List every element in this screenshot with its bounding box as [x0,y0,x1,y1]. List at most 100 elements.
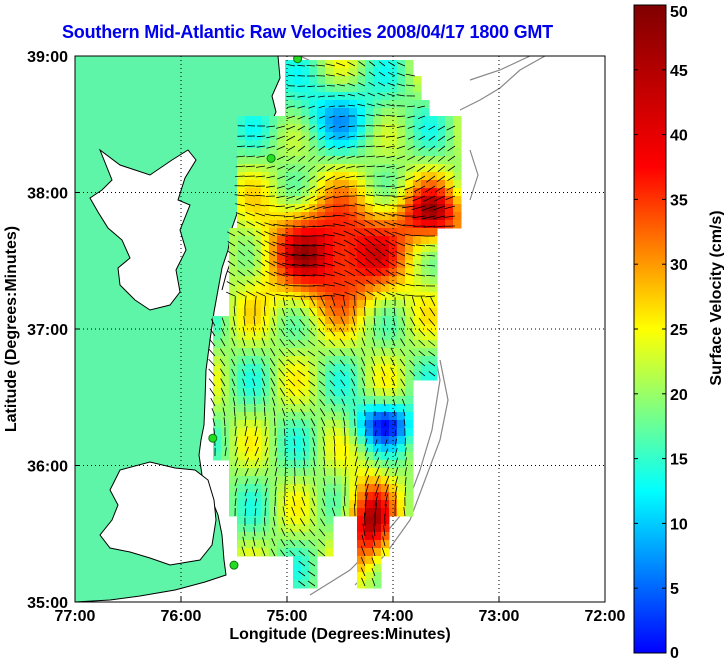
velocity-vector [352,316,356,327]
velocity-vector [395,175,406,180]
velocity-cell [309,140,318,149]
velocity-cell [429,364,438,373]
velocity-vector [290,408,296,417]
velocity-cell [229,300,238,309]
velocity-cell [213,396,222,405]
velocity-vector [393,410,396,417]
velocity-vector [318,339,326,347]
velocity-cell [365,356,374,365]
velocity-cell [301,468,310,477]
velocity-cell [333,156,342,165]
velocity-vector [280,538,286,547]
velocity-vector [291,297,296,307]
velocity-cell [357,468,366,477]
x-tick-labels: 77:00 76:00 75:00 74:00 73:00 72:00 [55,597,626,625]
velocity-cell [421,140,430,149]
velocity-cell [293,436,302,445]
velocity-cell [349,412,358,421]
velocity-vector [433,205,446,211]
velocity-cell [245,460,254,469]
velocity-cell [277,380,286,389]
velocity-vector [283,215,296,218]
velocity-cell [349,500,358,509]
velocity-vector [261,348,266,357]
velocity-cell [405,172,414,181]
velocity-vector [364,237,376,247]
velocity-vector [399,348,406,357]
velocity-vector [241,368,246,377]
velocity-cell [285,140,294,149]
velocity-cell [237,244,246,253]
velocity-cell [341,396,350,405]
velocity-cell [445,212,454,221]
velocity-vector [364,429,367,437]
velocity-cell [309,308,318,317]
velocity-vector [273,261,286,267]
velocity-vector [376,103,386,107]
velocity-cell [381,476,390,485]
velocity-cell [453,220,462,229]
velocity-cell [365,76,374,85]
velocity-vector [287,349,296,357]
velocity-vector [387,82,396,87]
velocity-vector [227,231,236,237]
velocity-vector [288,388,296,397]
velocity-vector [365,279,376,287]
velocity-cell [261,340,270,349]
velocity-cell [301,116,310,125]
velocity-cell [317,132,326,141]
velocity-cell [365,124,374,133]
velocity-vector [323,205,336,209]
velocity-cell [421,356,430,365]
velocity-vector [340,379,346,387]
velocity-cell [341,212,350,221]
velocity-cell [349,460,358,469]
velocity-cell [381,404,390,413]
velocity-cell [373,380,382,389]
velocity-cell [285,452,294,461]
velocity-vector [246,145,256,148]
velocity-vector [283,273,296,277]
velocity-cell [349,340,358,349]
velocity-cell [269,140,278,149]
velocity-vector [272,527,276,537]
velocity-cell [349,428,358,437]
velocity-cell [405,420,414,429]
velocity-vector [241,337,246,347]
velocity-vector [411,215,426,219]
velocity-vector [294,205,306,210]
velocity-vector [386,292,396,297]
velocity-vector [296,195,306,201]
velocity-cell [405,148,414,157]
velocity-cell [413,244,422,253]
velocity-cell [381,132,390,141]
velocity-vector [234,426,237,437]
velocity-cell [365,580,374,589]
velocity-cell [301,524,310,533]
velocity-cell [261,156,270,165]
velocity-vector [429,307,436,317]
velocity-vector [345,175,356,179]
velocity-vector [303,457,306,467]
velocity-vector [244,498,247,507]
velocity-vector [356,175,366,178]
velocity-cell [373,372,382,381]
velocity-vector [372,535,376,547]
velocity-vector [246,155,256,158]
velocity-cell [237,516,246,525]
velocity-vector [405,175,416,181]
velocity-cell [229,508,238,517]
velocity-cell [365,60,374,69]
velocity-cell [365,188,374,197]
velocity-cell [261,132,270,141]
velocity-vector [438,145,446,152]
velocity-cell [317,220,326,229]
isobath [459,56,546,111]
velocity-cell [381,188,390,197]
velocity-vector [298,539,306,547]
velocity-cell [445,116,454,125]
velocity-vector [291,506,296,517]
velocity-cell [341,252,350,261]
velocity-cell [277,484,286,493]
velocity-vector [264,457,269,467]
